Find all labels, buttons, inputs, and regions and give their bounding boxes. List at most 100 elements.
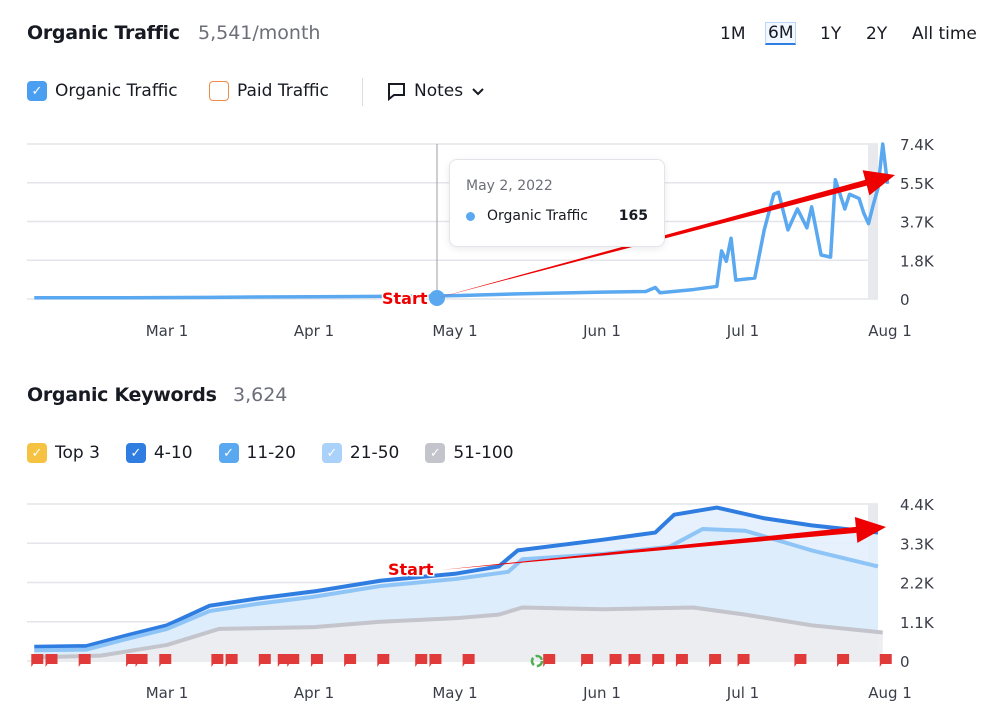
y-tick-label: 2.2K xyxy=(900,575,935,593)
y-tick-label: 7.4K xyxy=(900,136,935,154)
note-flag-icon[interactable] xyxy=(135,654,148,667)
x-tick-label: May 1 xyxy=(432,684,477,702)
tooltip-value: 165 xyxy=(618,208,648,224)
y-tick-label: 0 xyxy=(900,653,910,671)
checkbox-checked-icon[interactable]: ✓ xyxy=(218,443,239,463)
legend-4-10[interactable]: ✓ 4-10 xyxy=(125,443,193,463)
checkbox-checked-icon[interactable]: ✓ xyxy=(425,443,446,463)
period-2y[interactable]: 2Y xyxy=(866,24,888,44)
legend-paid-traffic[interactable]: Paid Traffic xyxy=(209,81,329,101)
note-flag-icon[interactable] xyxy=(543,654,556,667)
note-flag-icon[interactable] xyxy=(159,654,172,667)
legend-label: 21-50 xyxy=(349,443,400,463)
x-tick-label: Apr 1 xyxy=(294,322,334,340)
legend-top-3[interactable]: ✓ Top 3 xyxy=(27,443,100,463)
period-1y[interactable]: 1Y xyxy=(820,24,842,44)
x-tick-label: Apr 1 xyxy=(294,684,334,702)
note-flag-icon[interactable] xyxy=(794,654,807,667)
note-icon xyxy=(388,83,405,101)
checkbox-checked-icon[interactable]: ✓ xyxy=(321,443,342,463)
chevron-down-icon xyxy=(472,88,484,96)
note-flag-icon[interactable] xyxy=(879,654,892,667)
note-flag-icon[interactable] xyxy=(211,654,224,667)
legend-11-20[interactable]: ✓ 11-20 xyxy=(218,443,296,463)
note-flag-icon[interactable] xyxy=(377,654,390,667)
note-flag-icon[interactable] xyxy=(628,654,641,667)
series-dot-icon xyxy=(466,211,475,221)
chart-tooltip: May 2, 2022 Organic Traffic 165 xyxy=(449,159,665,247)
x-tick-label: Mar 1 xyxy=(146,684,189,702)
x-tick-label: Jul 1 xyxy=(726,684,759,702)
legend-21-50[interactable]: ✓ 21-50 xyxy=(321,443,400,463)
tooltip-date: May 2, 2022 xyxy=(466,178,553,194)
y-tick-label: 1.1K xyxy=(900,614,935,632)
note-flag-icon[interactable] xyxy=(78,654,91,667)
checkbox-checked-icon[interactable]: ✓ xyxy=(27,443,47,463)
note-flag-icon[interactable] xyxy=(652,654,665,667)
x-tick-label: Jun 1 xyxy=(582,684,621,702)
notes-dropdown[interactable]: Notes xyxy=(386,81,485,101)
note-flag-icon[interactable] xyxy=(415,654,428,667)
note-flag-icon[interactable] xyxy=(462,654,475,667)
tooltip-series: Organic Traffic xyxy=(487,208,588,224)
note-flag-icon[interactable] xyxy=(609,654,622,667)
series-line xyxy=(34,505,879,649)
legend-organic-traffic[interactable]: ✓ Organic Traffic xyxy=(27,81,178,101)
series-line xyxy=(34,526,879,653)
checkbox-checked-icon[interactable]: ✓ xyxy=(125,443,146,463)
note-flag-icon[interactable] xyxy=(258,654,271,667)
legend-label: 4-10 xyxy=(153,443,193,463)
google-update-icon[interactable] xyxy=(530,654,544,668)
note-flag-icon[interactable] xyxy=(277,654,290,667)
period-6m[interactable]: 6M xyxy=(765,22,797,45)
period-1m[interactable]: 1M xyxy=(720,24,746,44)
note-flag-icon[interactable] xyxy=(31,654,44,667)
x-tick-label: May 1 xyxy=(432,322,477,340)
checkbox-checked-icon[interactable]: ✓ xyxy=(27,81,47,101)
x-tick-label: Jul 1 xyxy=(726,322,759,340)
x-tick-label: Mar 1 xyxy=(146,322,189,340)
keywords-legend: ✓ Top 3 ✓ 4-10 ✓ 11-20 ✓ 21-50 ✓ 51-100 xyxy=(27,443,514,463)
note-flag-icon[interactable] xyxy=(126,654,139,667)
series-line xyxy=(34,605,883,660)
start-annotation: Start xyxy=(388,560,434,579)
note-flag-icon[interactable] xyxy=(581,654,594,667)
note-flag-icon[interactable] xyxy=(287,654,300,667)
note-flag-icon[interactable] xyxy=(429,654,442,667)
note-flag-icon[interactable] xyxy=(837,654,850,667)
note-flag-icon[interactable] xyxy=(737,654,750,667)
keywords-chart[interactable]: 0 1.1K 2.2K 3.3K 4.4K Mar 1 Apr 1 May 1 Jun 1 Jul… xyxy=(0,490,1000,715)
legend-label: Paid Traffic xyxy=(237,81,329,101)
y-tick-label: 5.5K xyxy=(900,175,935,193)
legend-label: Organic Traffic xyxy=(55,81,178,101)
note-flag-icon[interactable] xyxy=(225,654,238,667)
legend-label: 11-20 xyxy=(246,443,296,463)
note-flag-icon[interactable] xyxy=(344,654,357,667)
x-tick-label: Aug 1 xyxy=(868,684,912,702)
traffic-chart[interactable]: 0 1.8K 3.7K 5.5K 7.4K Mar 1 Apr 1 May 1 Jun 1 Jul… xyxy=(0,130,1000,345)
keywords-summary: 3,624 xyxy=(233,384,288,406)
current-period-band xyxy=(868,144,878,299)
y-tick-label: 1.8K xyxy=(900,252,935,270)
legend-label: 51-100 xyxy=(453,443,514,463)
y-tick-label: 3.3K xyxy=(900,535,935,553)
legend-label: Top 3 xyxy=(55,443,100,463)
y-tick-label: 4.4K xyxy=(900,496,935,514)
divider xyxy=(362,78,363,106)
traffic-summary: 5,541/month xyxy=(198,22,321,44)
traffic-title: Organic Traffic xyxy=(27,22,180,44)
note-flag-icon[interactable] xyxy=(310,654,323,667)
checkbox-unchecked-icon[interactable] xyxy=(209,81,229,101)
legend-51-100[interactable]: ✓ 51-100 xyxy=(425,443,514,463)
note-flag-icon[interactable] xyxy=(45,654,58,667)
note-flag-icon[interactable] xyxy=(675,654,688,667)
y-tick-label: 3.7K xyxy=(900,214,935,232)
notes-label: Notes xyxy=(414,81,464,101)
series-area xyxy=(34,607,883,661)
x-tick-label: Jun 1 xyxy=(582,322,621,340)
series-line xyxy=(34,142,890,300)
y-tick-label: 0 xyxy=(900,291,910,309)
period-all-time[interactable]: All time xyxy=(912,24,977,44)
keywords-title: Organic Keywords xyxy=(27,384,217,406)
note-flag-icon[interactable] xyxy=(709,654,722,667)
